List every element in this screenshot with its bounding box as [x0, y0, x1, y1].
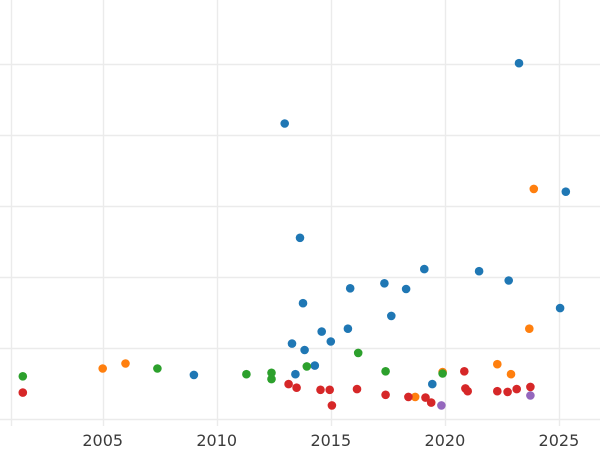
data-point — [387, 311, 396, 321]
data-point — [302, 362, 312, 371]
x-tick-label: 2005 — [82, 431, 123, 450]
data-point — [18, 372, 28, 381]
data-point — [561, 187, 571, 196]
data-point — [463, 386, 473, 396]
data-point — [189, 370, 199, 380]
data-point — [380, 279, 389, 288]
data-point — [317, 327, 327, 336]
data-point — [327, 401, 337, 410]
data-point — [267, 368, 276, 378]
data-point — [343, 324, 353, 334]
data-point — [291, 369, 300, 379]
data-point — [474, 266, 484, 276]
data-point — [555, 303, 565, 313]
data-point — [514, 58, 524, 68]
data-point — [353, 348, 363, 358]
data-point — [292, 383, 301, 393]
data-point — [437, 401, 446, 410]
data-point — [504, 276, 513, 285]
data-point — [345, 284, 355, 293]
data-point — [438, 369, 447, 378]
grid-lines — [0, 0, 600, 426]
data-point — [493, 386, 502, 396]
data-point — [410, 392, 420, 402]
data-point — [121, 359, 130, 368]
data-point — [316, 385, 325, 395]
data-point — [525, 324, 534, 334]
data-point — [326, 337, 336, 346]
data-point — [428, 379, 437, 389]
data-point — [381, 390, 390, 400]
data-point — [310, 361, 320, 370]
data-point — [493, 359, 502, 369]
data-point — [153, 364, 162, 373]
data-points — [18, 58, 571, 410]
data-point — [503, 387, 512, 397]
data-point — [420, 264, 429, 274]
data-point — [526, 382, 535, 392]
data-point — [460, 367, 469, 376]
data-point — [526, 391, 535, 400]
data-point — [506, 369, 516, 379]
data-point — [267, 374, 276, 384]
data-point — [284, 379, 293, 389]
data-point — [529, 184, 539, 194]
data-point — [287, 339, 297, 348]
data-point — [421, 393, 430, 402]
data-point — [381, 367, 390, 376]
x-tick-label: 2025 — [539, 431, 580, 450]
data-point — [18, 388, 28, 397]
x-tick-label: 2020 — [425, 431, 466, 450]
data-point — [300, 345, 309, 355]
data-point — [426, 398, 436, 407]
data-point — [295, 233, 305, 243]
data-point — [242, 369, 251, 379]
data-point — [298, 298, 308, 308]
x-tick-label: 2010 — [196, 431, 237, 450]
data-point — [280, 119, 290, 128]
data-point — [512, 384, 521, 394]
data-point — [325, 385, 335, 395]
data-point — [98, 364, 107, 373]
x-axis-tick-labels: 2005 2010 2015 2020 2025 — [82, 431, 579, 450]
data-point — [352, 384, 362, 394]
data-point — [404, 392, 413, 402]
x-tick-label: 2015 — [310, 431, 351, 450]
data-point — [401, 284, 411, 294]
